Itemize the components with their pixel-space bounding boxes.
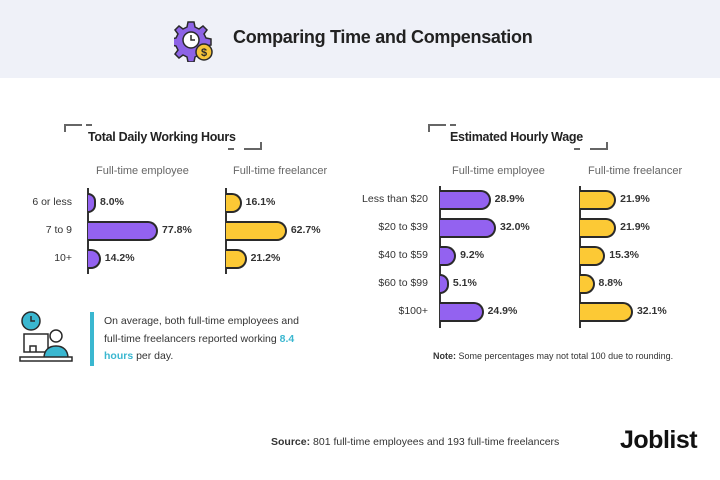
bracket-top-left — [428, 124, 446, 132]
category-label: $20 to $39 — [378, 221, 428, 233]
series-header: Full-time freelancer — [233, 165, 328, 177]
worker-at-desk-clock-icon — [19, 311, 73, 362]
note-label: Note: — [433, 351, 456, 361]
data-label: 21.2% — [250, 252, 281, 264]
note-text: Some percentages may not total 100 due t… — [456, 351, 674, 361]
bracket-bottom-right — [244, 142, 262, 150]
category-label: $100+ — [398, 305, 429, 317]
source: Source: 801 full-time employees and 193 … — [271, 436, 559, 448]
svg-text:$: $ — [201, 47, 207, 59]
data-label: 5.1% — [452, 277, 477, 289]
data-label: 9.2% — [460, 249, 485, 261]
data-label: 62.7% — [290, 224, 321, 236]
header-banner — [0, 0, 720, 78]
callout-text-after: per day. — [133, 350, 174, 362]
callout-text: On average, both full-time employees and… — [104, 313, 314, 366]
bar — [440, 274, 449, 294]
category-label: $40 to $59 — [378, 249, 428, 261]
page-title: Comparing Time and Compensation — [233, 27, 533, 47]
data-label: 32.0% — [500, 221, 530, 233]
category-label: 7 to 9 — [45, 224, 72, 236]
data-label: 28.9% — [494, 193, 525, 205]
series-header: Full-time freelancer — [588, 165, 683, 177]
category-label: Less than $20 — [362, 193, 428, 205]
bar — [580, 190, 617, 210]
data-label: 8.8% — [598, 277, 623, 289]
category-label: 10+ — [54, 252, 72, 264]
chart-title-wage: Estimated Hourly Wage — [450, 130, 583, 144]
data-label: 16.1% — [245, 196, 276, 208]
bar — [580, 218, 617, 238]
note: Note: Some percentages may not total 100… — [433, 351, 673, 361]
data-label: 24.9% — [487, 305, 518, 317]
bracket-bottom-right — [590, 142, 608, 150]
bar — [440, 302, 484, 322]
bar — [440, 190, 491, 210]
bracket-dash — [574, 148, 580, 150]
bar — [580, 274, 595, 294]
joblist-logo: Joblist — [620, 426, 698, 454]
source-label: Source: — [271, 436, 311, 448]
bracket-dash — [86, 124, 92, 126]
data-label: 77.8% — [162, 224, 192, 236]
source-text: 801 full-time employees and 193 full-tim… — [310, 436, 560, 448]
category-label: 6 or less — [32, 196, 72, 208]
data-label: 21.9% — [620, 221, 650, 233]
bar — [88, 249, 101, 269]
series-header: Full-time employee — [452, 165, 545, 177]
bar — [440, 218, 496, 238]
bracket-dash — [228, 148, 234, 150]
bar — [88, 221, 159, 241]
data-label: 8.0% — [100, 196, 124, 208]
bar — [226, 249, 247, 269]
data-label: 21.9% — [620, 193, 650, 205]
gear-clock-dollar-icon: $ — [174, 21, 213, 62]
bar — [226, 193, 242, 213]
callout-highlight: 8.4 hours — [104, 332, 295, 363]
category-label: $60 to $99 — [378, 277, 428, 289]
bar — [88, 193, 96, 213]
bracket-dash — [450, 124, 456, 126]
chart-title-hours: Total Daily Working Hours — [88, 130, 236, 144]
bar — [580, 246, 606, 266]
series-header: Full-time employee — [96, 165, 189, 177]
bar — [226, 221, 287, 241]
callout-accent-bar — [90, 312, 94, 366]
data-label: 32.1% — [636, 305, 667, 317]
bar — [580, 302, 633, 322]
callout-text-before: On average, both full-time employees and… — [104, 315, 299, 345]
data-label: 14.2% — [104, 252, 135, 264]
data-label: 15.3% — [609, 249, 640, 261]
bar — [440, 246, 457, 266]
bracket-top-left — [64, 124, 82, 132]
